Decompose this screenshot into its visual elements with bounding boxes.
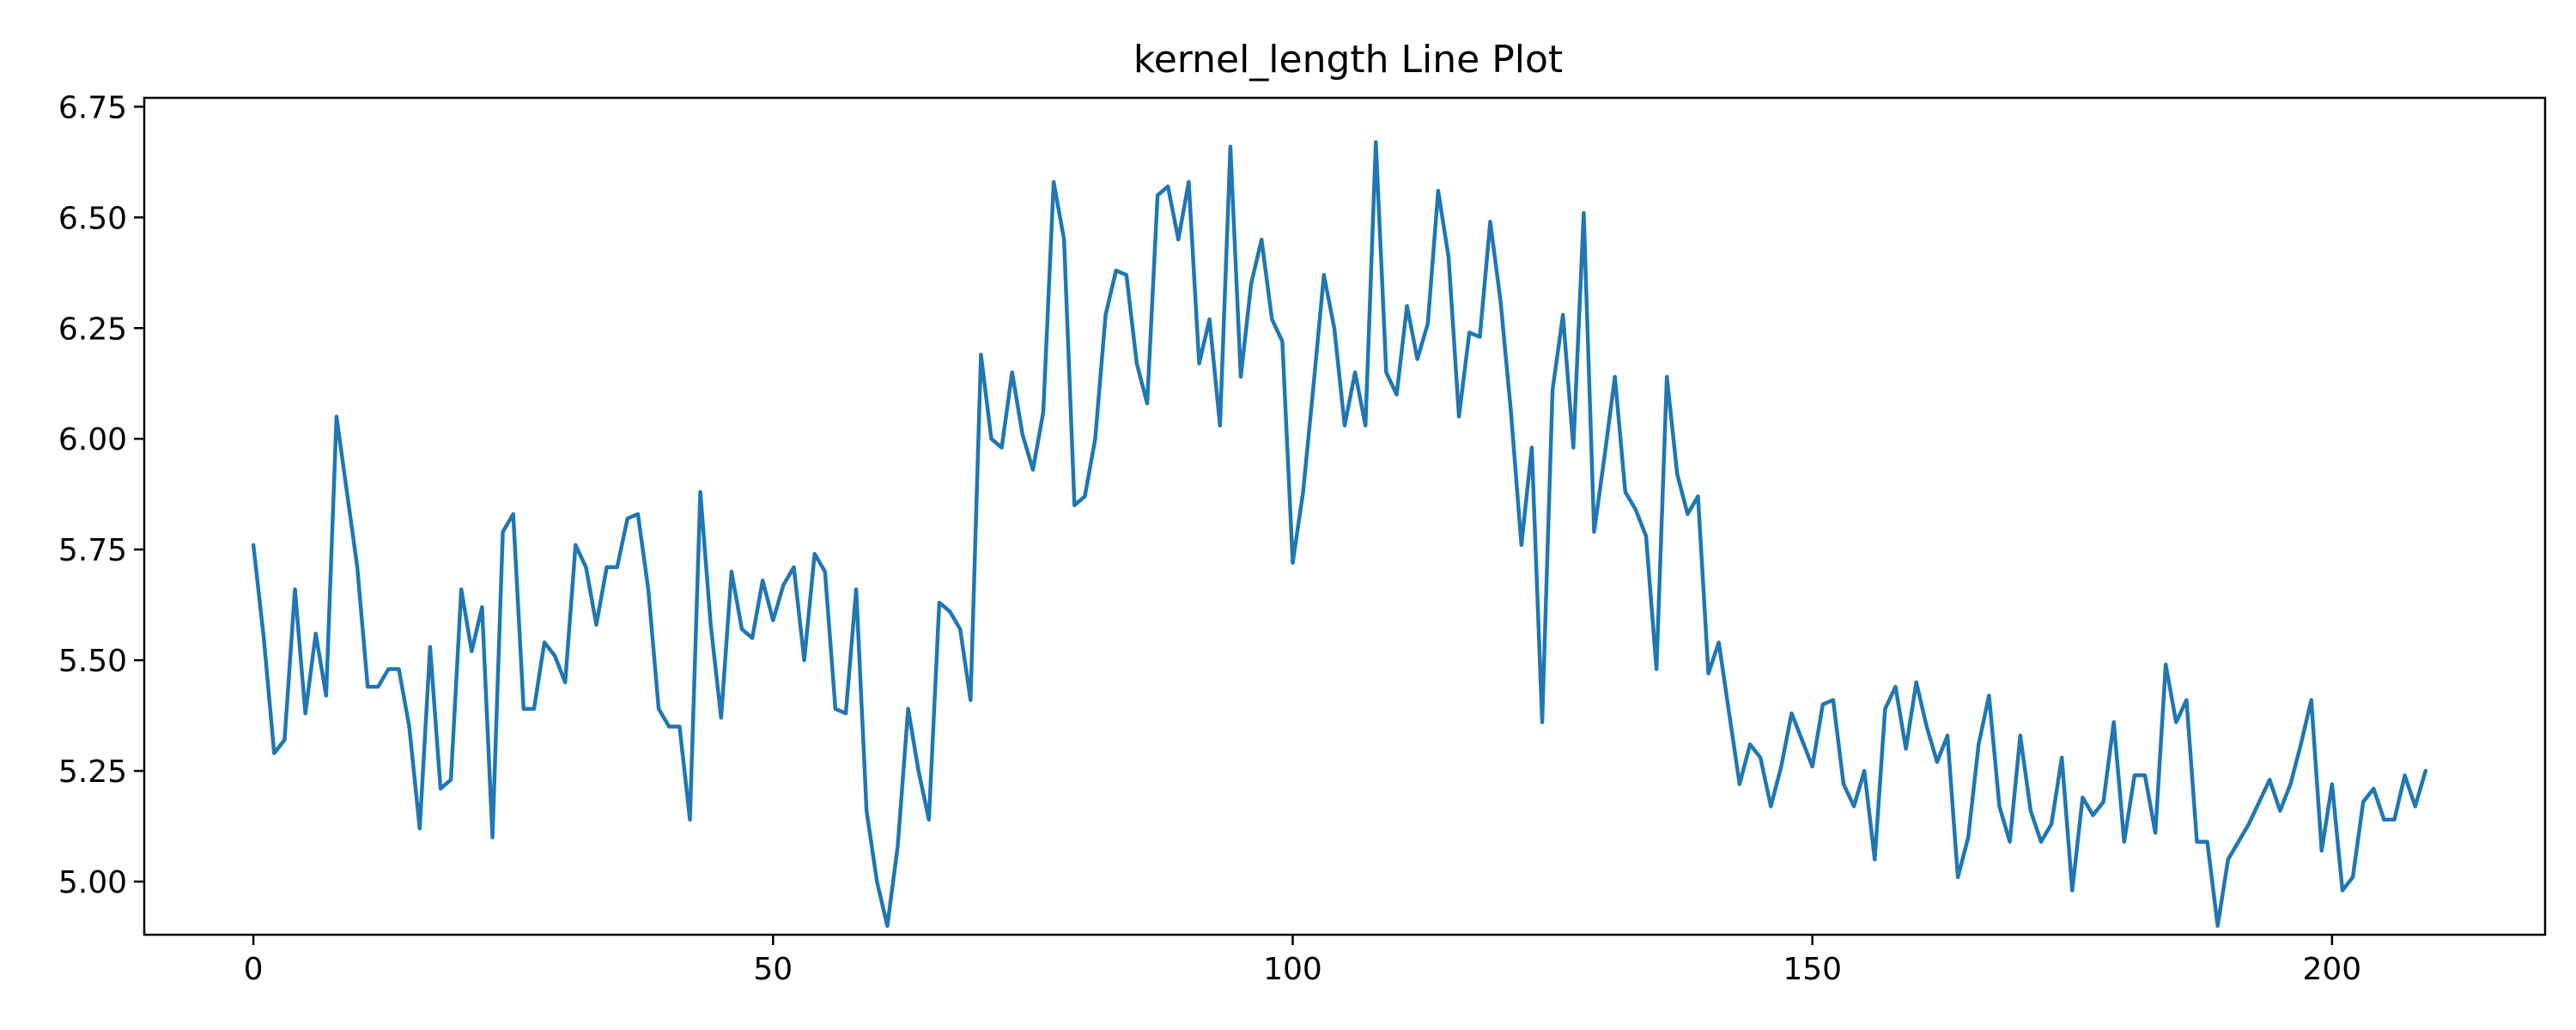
- x-tick-label: 50: [753, 952, 793, 987]
- series-layer: [251, 140, 2428, 928]
- x-tick-label: 150: [1783, 952, 1842, 987]
- series-line: [251, 140, 2428, 928]
- y-tick-label: 6.25: [58, 312, 127, 347]
- chart-title: kernel_length Line Plot: [1133, 38, 1563, 82]
- y-tick-label: 6.00: [58, 422, 127, 457]
- y-tick-label: 6.50: [58, 201, 127, 236]
- x-tick-label: 0: [244, 952, 264, 987]
- x-axis: 0 50 100 150 200: [244, 935, 2362, 987]
- y-tick-label: 5.50: [58, 644, 127, 679]
- y-tick-label: 5.75: [58, 533, 127, 568]
- x-tick-label: 200: [2303, 952, 2362, 987]
- x-tick-label: 100: [1263, 952, 1322, 987]
- y-tick-label: 5.00: [58, 865, 127, 900]
- y-axis: 5.00 5.25 5.50 5.75 6.00 6.25 6.50 6.75: [58, 90, 144, 900]
- y-tick-label: 6.75: [58, 90, 127, 125]
- y-tick-label: 5.25: [58, 754, 127, 790]
- plot-frame: [143, 96, 2547, 936]
